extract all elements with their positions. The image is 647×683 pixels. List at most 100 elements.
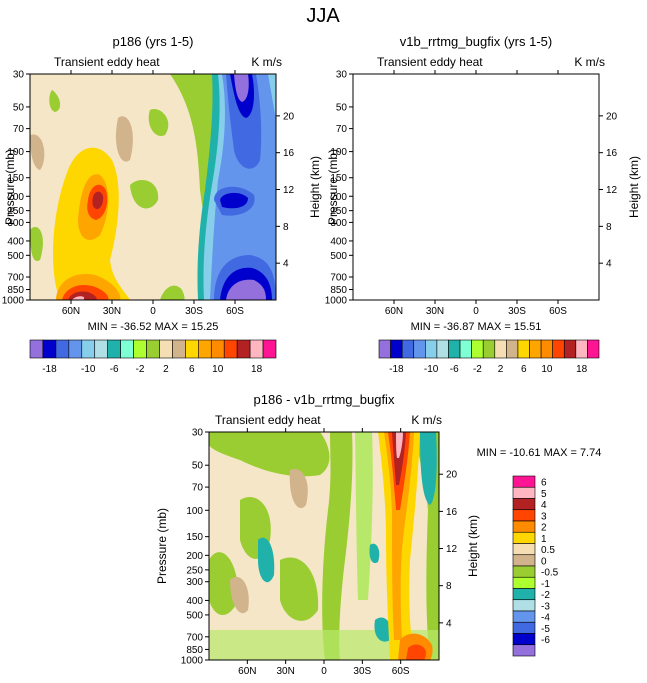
- field-tan-region: [289, 469, 308, 509]
- y-tick-label: 30: [336, 70, 348, 81]
- y-right-tick-label: 12: [446, 544, 458, 555]
- panel-2-ylabel-right: Height (km): [627, 156, 641, 218]
- colorbar-swatch: [512, 644, 536, 657]
- panel-3-ylabel-right: Height (km): [466, 515, 480, 577]
- field-pink-region: [72, 296, 84, 300]
- colorbar-swatch: [249, 339, 264, 359]
- colorbar-swatch: [512, 475, 536, 488]
- field-tan-region: [115, 116, 133, 162]
- field-green-blob: [160, 285, 185, 300]
- field-red-region: [406, 644, 426, 660]
- y-tick-label: 500: [186, 610, 203, 621]
- colorbar-swatch: [223, 339, 238, 359]
- colorbar-swatch: [512, 486, 536, 499]
- field-yellow-region: [376, 148, 453, 300]
- panel-1-ylabel: Pressure (mb): [3, 149, 17, 225]
- colorbar-label: -1: [541, 579, 550, 590]
- y-tick-label: 400: [7, 236, 24, 247]
- field-darkred-region: [415, 192, 426, 209]
- y-right-tick-label: 16: [283, 148, 295, 159]
- y-tick-label: 250: [330, 206, 347, 217]
- panel-2-frame: [352, 73, 600, 301]
- y-right-tick-label: 4: [283, 259, 289, 270]
- y-tick-label: 500: [330, 251, 347, 262]
- x-tick-label: 30N: [426, 306, 444, 317]
- field-green-region: [209, 432, 330, 477]
- colorbar-swatch: [512, 531, 536, 544]
- field-teal-region: [420, 432, 437, 505]
- x-tick-label: 30S: [508, 306, 526, 317]
- y-tick-label: 1000: [325, 296, 348, 307]
- y-tick-label: 70: [336, 124, 348, 135]
- y-tick-label: 850: [7, 285, 24, 296]
- field-green-blob: [130, 180, 159, 209]
- field-teal-region: [369, 543, 380, 564]
- y-right-tick-label: 16: [606, 148, 618, 159]
- y-tick-label: 700: [7, 273, 24, 284]
- field-purple-region: [234, 74, 249, 102]
- colorbar-swatch: [512, 565, 536, 578]
- colorbar-label: 1: [541, 534, 547, 545]
- panel-2-contour-field: [353, 74, 599, 300]
- panel-2-title: v1b_rrtmg_bugfix (yrs 1-5): [400, 34, 552, 49]
- colorbar-label: -6: [541, 635, 550, 646]
- colorbar-swatch: [494, 339, 507, 359]
- y-right-tick-label: 16: [446, 507, 458, 518]
- colorbar-label: 0: [541, 556, 547, 567]
- colorbar-swatch: [471, 339, 484, 359]
- panel-2-subtitle-right: K m/s: [574, 55, 605, 69]
- y-tick-label: 700: [330, 273, 347, 284]
- colorbar-swatch: [436, 339, 449, 359]
- colorbar-swatch: [512, 576, 536, 589]
- y-right-tick-label: 20: [446, 470, 458, 481]
- colorbar-label: 18: [251, 364, 263, 375]
- colorbar-label: 2: [163, 364, 169, 375]
- y-right-tick-label: 4: [446, 618, 452, 629]
- colorbar-label: 6: [541, 478, 547, 489]
- x-tick-label: 0: [150, 306, 156, 317]
- colorbar-label: -6: [450, 364, 459, 375]
- colorbar-swatch: [512, 633, 536, 646]
- field-green-blob: [472, 109, 492, 136]
- field-green-blob: [148, 109, 169, 136]
- colorbar-swatch: [587, 339, 600, 359]
- x-tick-label: 60S: [226, 306, 244, 317]
- colorbar-label: 6: [521, 364, 527, 375]
- y-right-tick-label: 12: [283, 185, 295, 196]
- y-tick-label: 250: [186, 565, 203, 576]
- panel-2-ylabel: Pressure (mb): [326, 149, 340, 225]
- colorbar-swatch: [552, 339, 565, 359]
- colorbar-swatch: [55, 339, 70, 359]
- panel-3-title: p186 - v1b_rrtmg_bugfix: [254, 392, 395, 407]
- colorbar-label: 4: [541, 500, 547, 511]
- panel-2: v1b_rrtmg_bugfix (yrs 1-5) Transient edd…: [325, 34, 641, 333]
- panel-2-subtitle-left: Transient eddy heat: [377, 55, 483, 69]
- colorbar-label: -0.5: [541, 568, 559, 579]
- colorbar-swatch: [512, 588, 536, 601]
- y-tick-label: 50: [13, 102, 25, 113]
- panel-3-ylabel: Pressure (mb): [155, 508, 169, 584]
- colorbar-label: -2: [473, 364, 482, 375]
- x-tick-label: 30S: [185, 306, 203, 317]
- field-green-blob: [30, 226, 43, 261]
- colorbar-label: -6: [110, 364, 119, 375]
- y-tick-label: 100: [7, 147, 24, 158]
- colorbar-swatch: [425, 339, 438, 359]
- field-lightblue-region: [526, 74, 599, 300]
- colorbar-swatch: [512, 599, 536, 612]
- colorbar-swatch: [120, 339, 134, 359]
- colorbar-panel-2: -18 -10 -6 -2 2 6 10 18: [378, 339, 600, 375]
- colorbar-label: -10: [424, 364, 439, 375]
- y-tick-label: 150: [7, 173, 24, 184]
- field-background: [353, 74, 599, 300]
- colorbar-label: -10: [81, 364, 96, 375]
- y-tick-label: 150: [186, 532, 203, 543]
- field-green-region: [322, 432, 353, 660]
- field-red-region: [385, 285, 431, 300]
- colorbar-swatch: [512, 554, 536, 567]
- field-green-region: [493, 74, 599, 300]
- colorbar-swatch: [540, 339, 553, 359]
- y-right-tick-label: 4: [606, 259, 612, 270]
- field-pink-region: [395, 296, 407, 300]
